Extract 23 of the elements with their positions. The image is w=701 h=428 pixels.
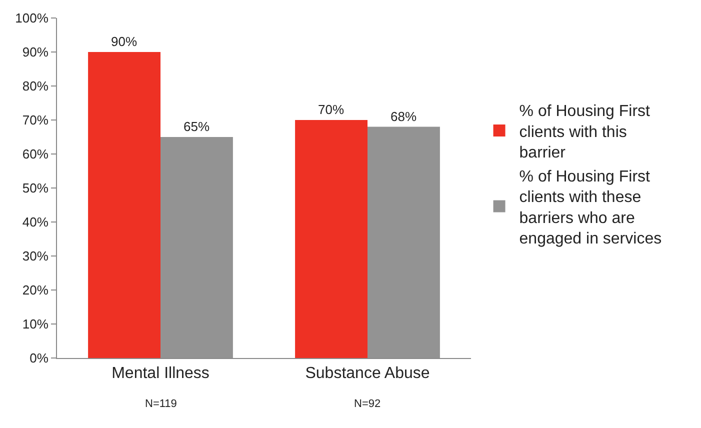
data-label: 65%: [183, 119, 210, 134]
y-tick-label: 50%: [22, 180, 49, 196]
y-tick-label: 90%: [22, 44, 49, 60]
y-tick-label: 0%: [30, 350, 49, 366]
data-label: 68%: [390, 108, 417, 124]
y-tick-label: 10%: [22, 316, 49, 332]
y-tick-label: 60%: [22, 146, 49, 162]
y-tick-label: 30%: [22, 248, 49, 264]
data-label: 90%: [111, 34, 138, 49]
bar: [295, 120, 368, 358]
y-tick-label: 70%: [22, 112, 49, 128]
y-tick-label: 80%: [22, 78, 49, 94]
x-tick-label: Mental Illness: [112, 365, 210, 382]
y-tick-label: 20%: [22, 282, 49, 298]
text: N=92: [354, 398, 381, 410]
legend-label: % of Housing First clients with these barriers who are engaged in services: [519, 168, 662, 248]
data-label: 70%: [318, 102, 345, 117]
x-tick-label: Substance Abuse: [305, 365, 430, 382]
text: N=119: [145, 398, 177, 410]
bar: [88, 52, 160, 358]
y-tick-label: 100%: [15, 10, 49, 26]
y-tick-label: 40%: [22, 214, 49, 230]
legend-label: % of Housing First clients with this barrier: [519, 102, 651, 162]
